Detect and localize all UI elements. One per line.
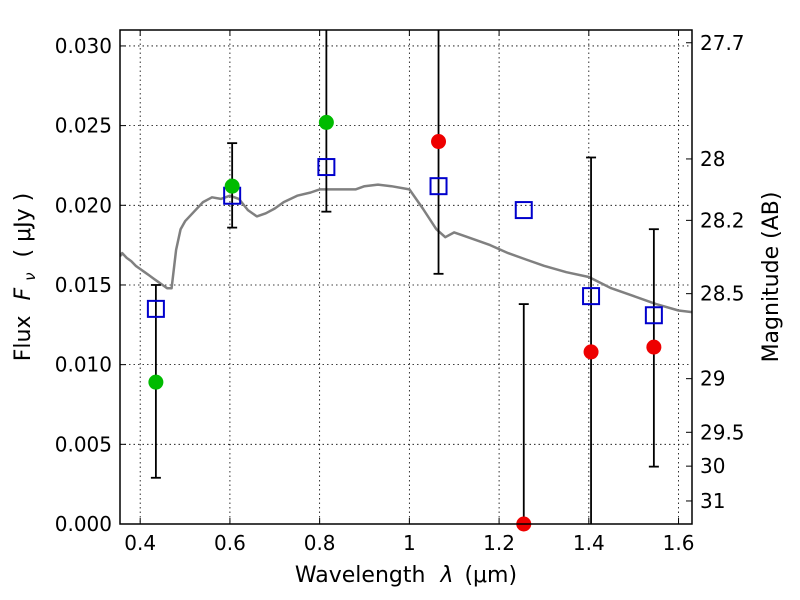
magnitude-tick-label: 31 — [700, 489, 725, 513]
model-point-square — [146, 299, 165, 318]
y-tick-label: 0.025 — [55, 114, 112, 138]
x-tick-label: 0.8 — [304, 531, 336, 555]
x-tick-label: 1 — [403, 531, 416, 555]
red-data-point — [431, 134, 447, 150]
grid — [120, 30, 692, 525]
x-axis-label-text: Wavelength — [295, 563, 426, 588]
y-tick-label: 0.010 — [55, 353, 112, 377]
plot-frame — [119, 29, 693, 525]
model-spectrum-layer — [120, 183, 692, 314]
y-tick-label: 0.020 — [55, 193, 112, 217]
y-axis-label-text: Flux — [11, 315, 36, 361]
model-spectrum-line — [120, 183, 692, 314]
data-points-layer — [146, 114, 663, 532]
y-tick-label: 0.015 — [55, 273, 112, 297]
x-tick-label: 1.6 — [663, 531, 695, 555]
model-point-square — [429, 177, 448, 196]
magnitude-tick-label: 28 — [700, 147, 725, 171]
error-bars-layer — [150, 30, 659, 524]
magnitude-axis-label: Magnitude (AB) — [759, 192, 784, 363]
y-tick-label: 0.000 — [55, 512, 112, 536]
magnitude-tick-label: 27.7 — [700, 31, 745, 55]
green-data-point — [318, 114, 334, 130]
x-tick-label: 0.4 — [124, 531, 156, 555]
x-axis-label: Wavelength λ (μm) — [295, 563, 517, 588]
magnitude-tick-label: 30 — [700, 454, 725, 478]
x-tick-label: 1.2 — [483, 531, 515, 555]
x-axis-label-unit: (μm) — [464, 563, 517, 588]
y-tick-label: 0.005 — [55, 432, 112, 456]
y-tick-label: 0.030 — [55, 34, 112, 58]
red-data-point — [646, 339, 662, 355]
green-data-point — [148, 374, 164, 390]
magnitude-tick-label: 28.2 — [700, 208, 745, 232]
model-point-square — [514, 201, 533, 220]
model-point-square — [317, 158, 336, 177]
x-tick-label: 1.4 — [573, 531, 605, 555]
x-tick-label: 0.6 — [214, 531, 246, 555]
model-point-square — [644, 306, 663, 325]
magnitude-tick-label: 28.5 — [700, 282, 745, 306]
magnitude-tick-label: 29.5 — [700, 420, 745, 444]
y-axis-label-symbol: F — [11, 287, 36, 300]
x-axis-label-symbol: λ — [439, 563, 453, 588]
model-point-square — [582, 287, 601, 306]
y-axis-label: Flux F ν ( μJy ) — [11, 193, 41, 361]
magnitude-tick-label: 29 — [700, 367, 725, 391]
red-data-point — [583, 344, 599, 360]
y-axis-label-unit: ( μJy ) — [11, 193, 36, 258]
axis-ticks: 0.4 0.6 0.8 1 1.2 1.4 1.6 0.000 0.005 0.010 0.015 0… — [55, 30, 745, 555]
green-data-point — [224, 178, 240, 194]
y-axis-label-subscript: ν — [21, 272, 39, 280]
